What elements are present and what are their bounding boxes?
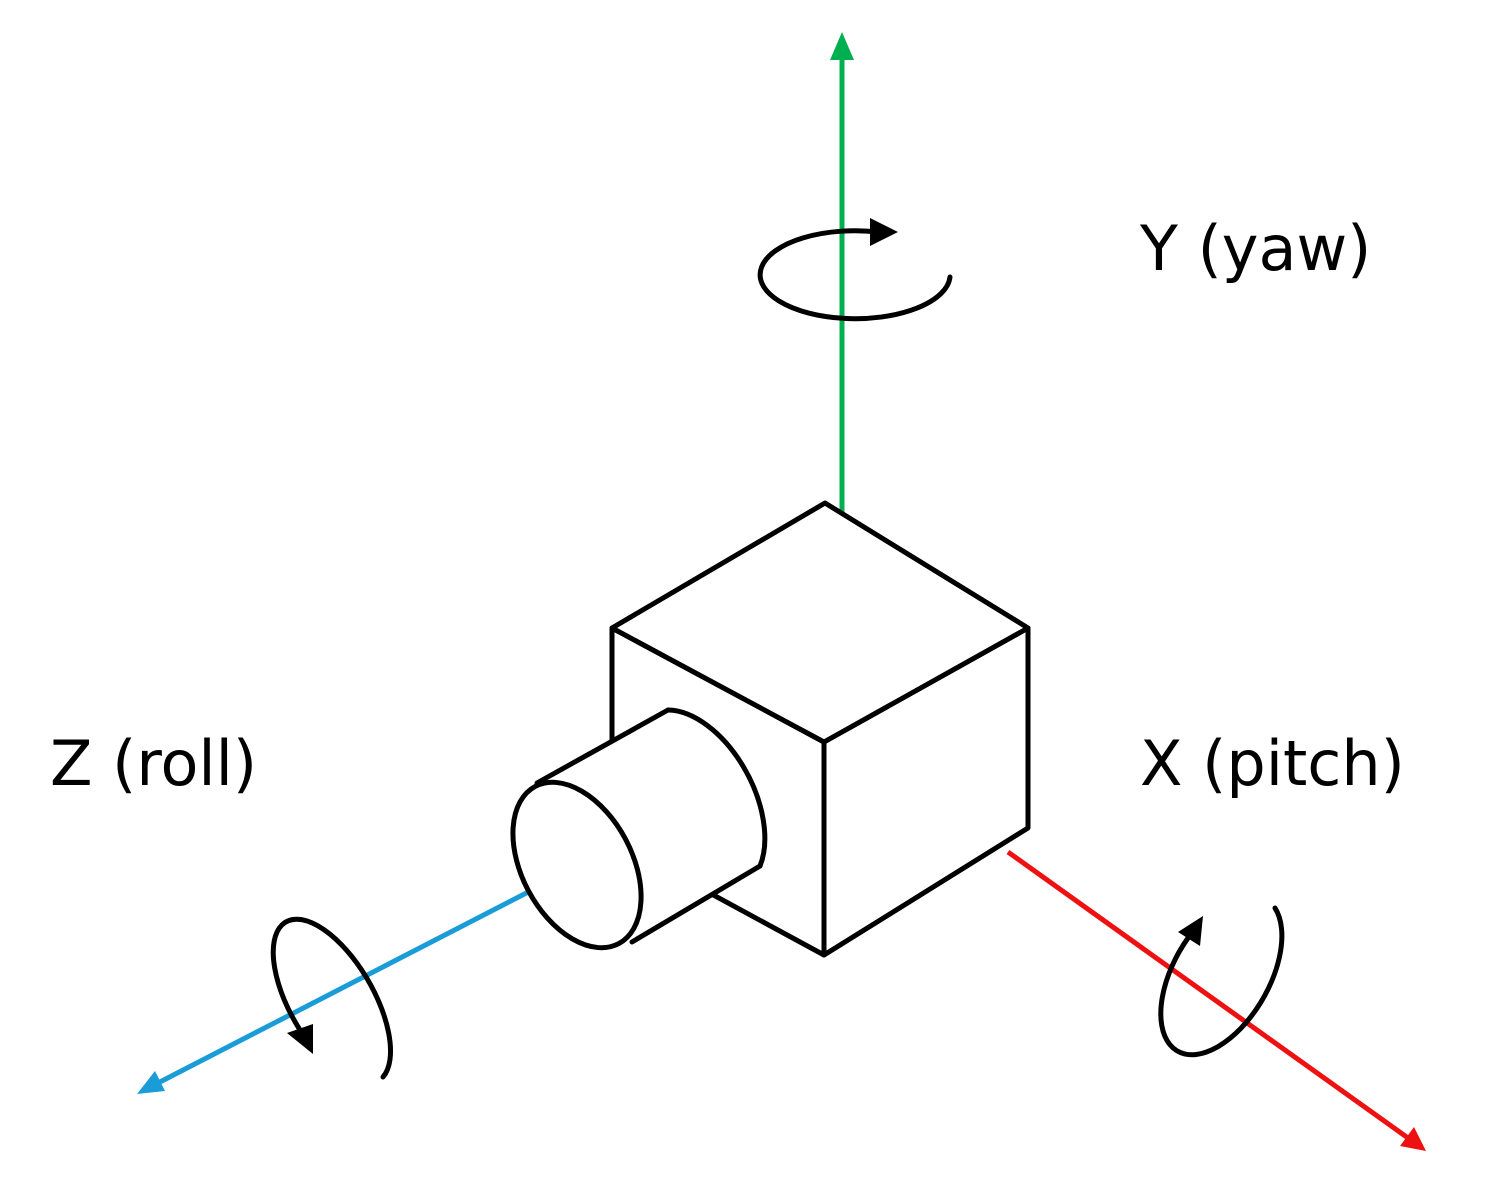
y-axis-arrowhead bbox=[830, 32, 854, 60]
z-axis-arrowhead bbox=[137, 1071, 165, 1094]
z-axis bbox=[156, 884, 540, 1086]
z-axis-label: Z (roll) bbox=[50, 727, 257, 800]
pitch-rotation-arrow bbox=[1158, 905, 1285, 1058]
y-axis-label: Y (yaw) bbox=[1139, 212, 1371, 285]
x-axis-arrowhead bbox=[1400, 1127, 1426, 1151]
x-axis-label: X (pitch) bbox=[1140, 727, 1405, 800]
roll-rotation-arrow bbox=[270, 916, 394, 1080]
camera-lens bbox=[510, 707, 768, 951]
x-axis bbox=[1006, 849, 1410, 1141]
yaw-rotation-arrow bbox=[757, 218, 953, 322]
